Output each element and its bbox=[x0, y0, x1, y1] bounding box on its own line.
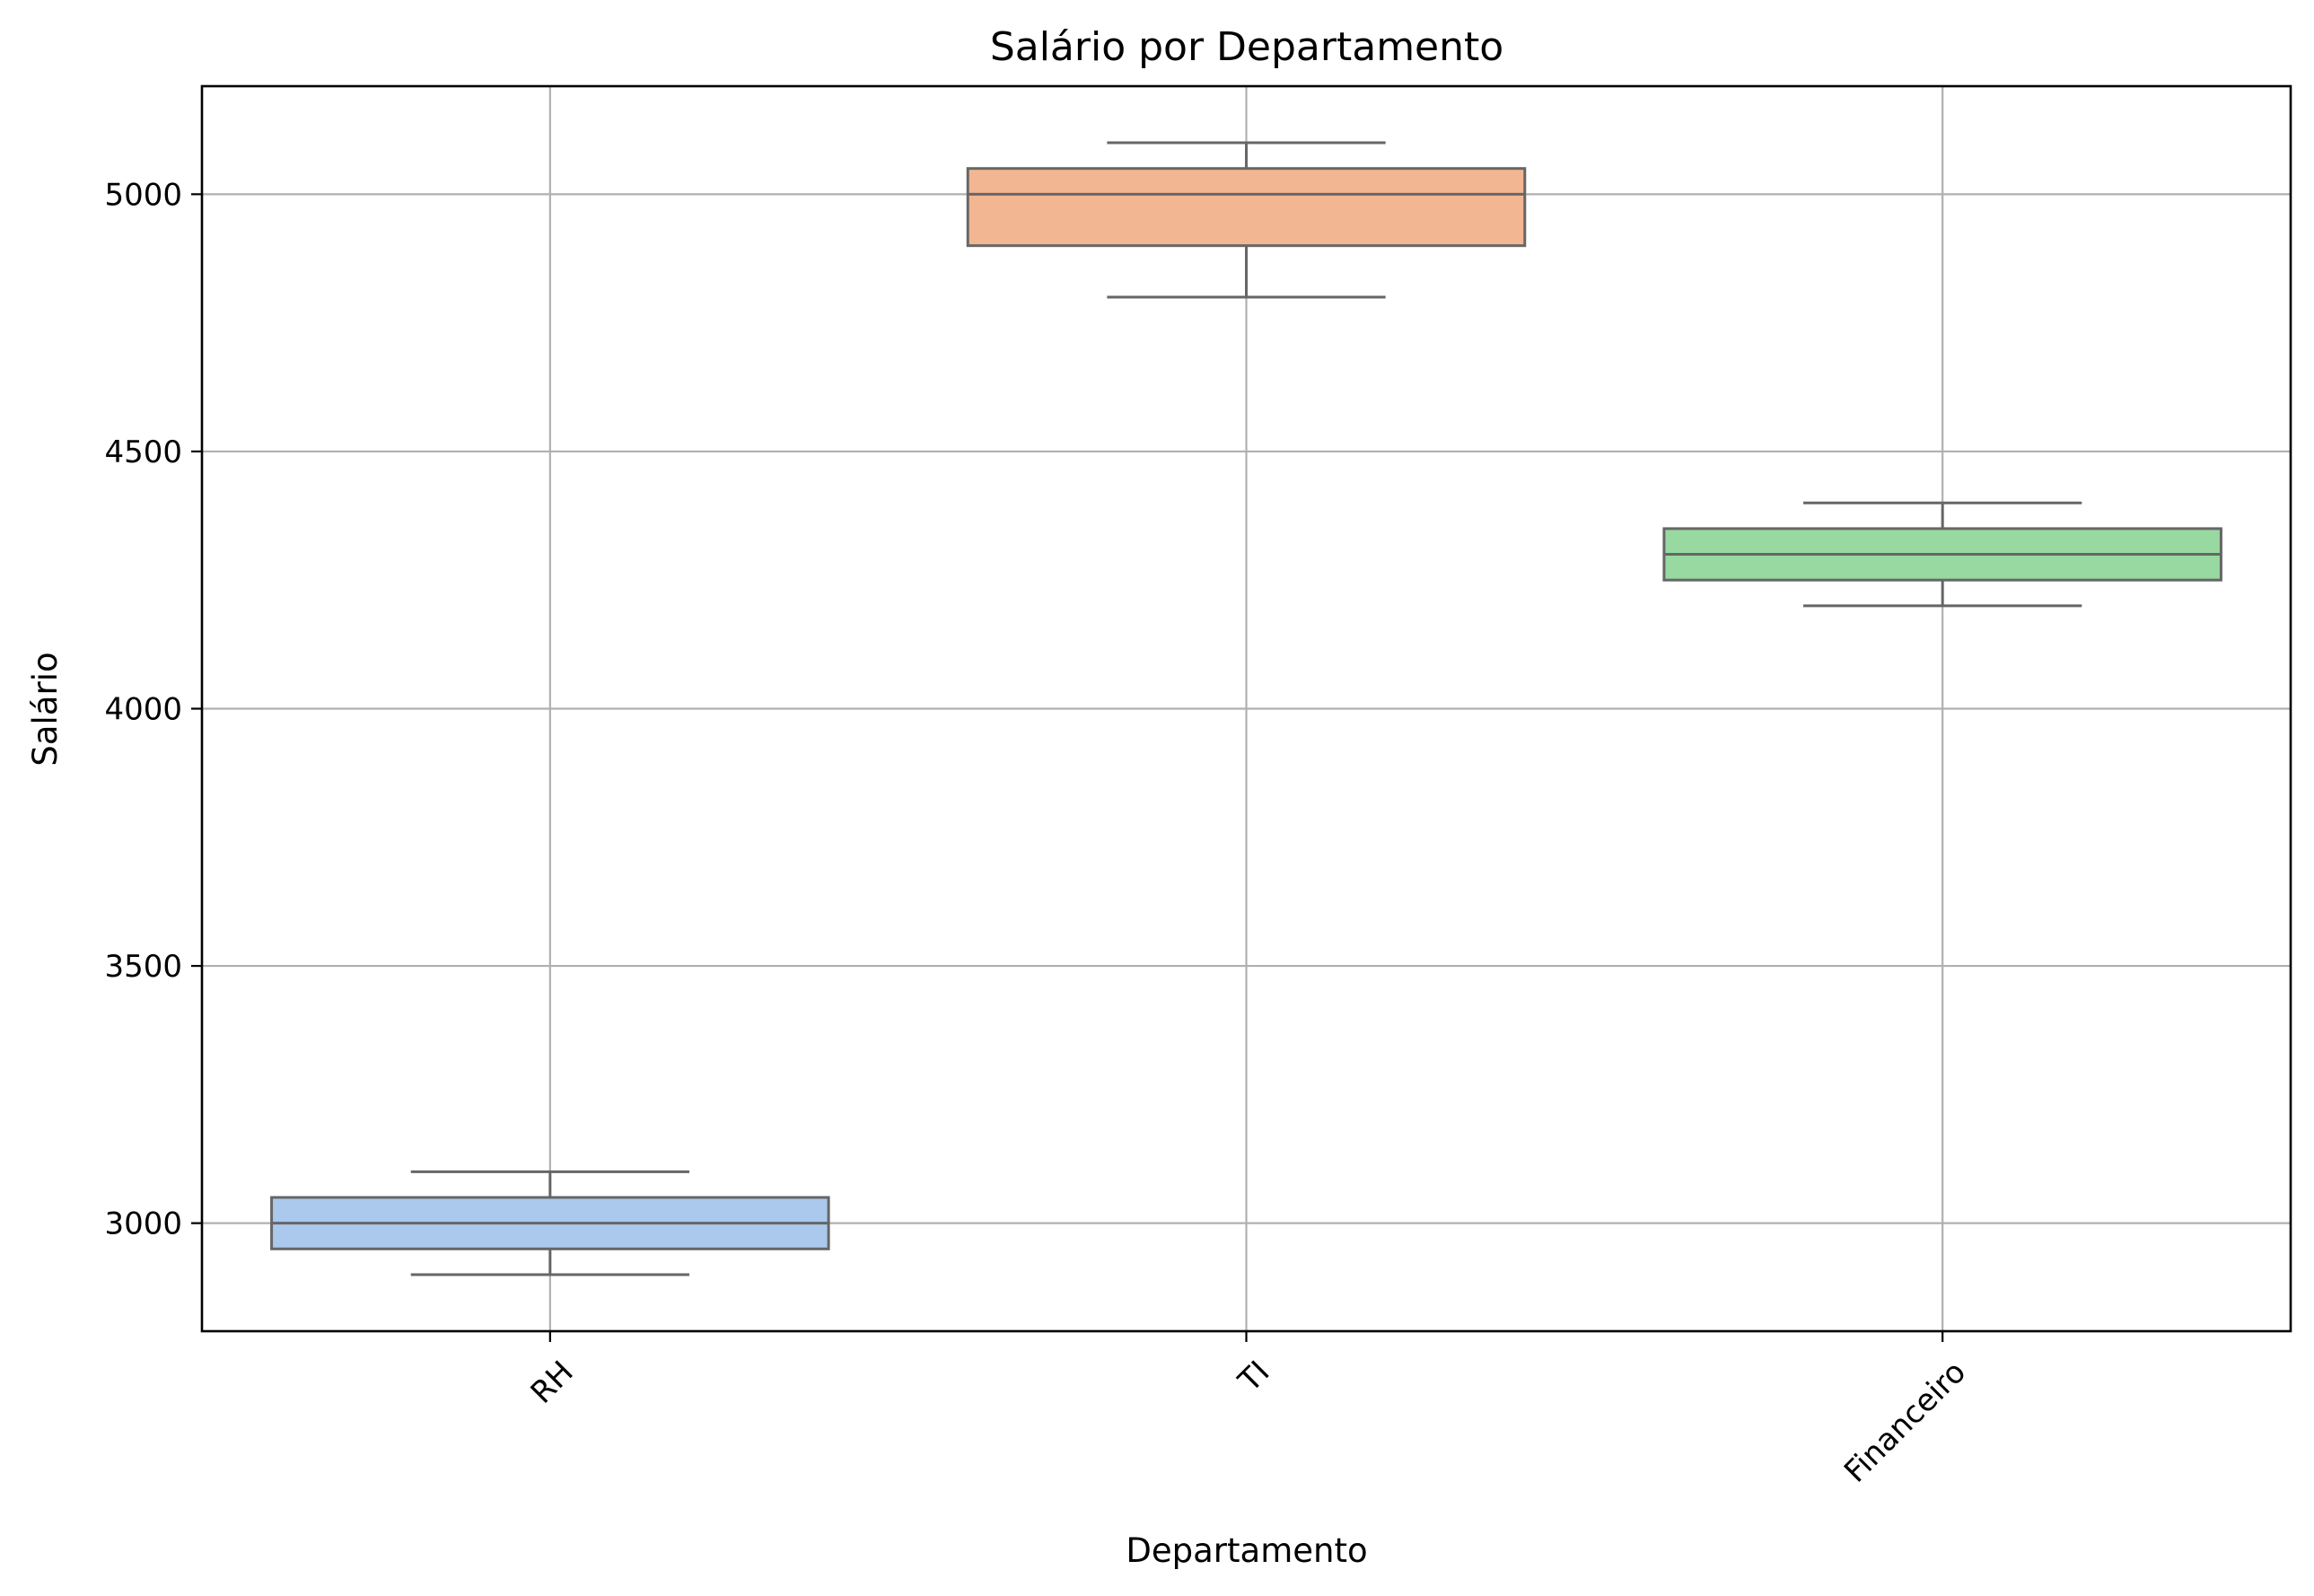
y-axis-label: Salário bbox=[26, 652, 65, 766]
x-tick-label: Financeiro bbox=[1837, 1355, 1973, 1490]
y-tick-label: 5000 bbox=[104, 177, 182, 213]
y-tick-label: 3500 bbox=[104, 949, 182, 985]
x-tick-label: RH bbox=[524, 1355, 581, 1411]
x-tick-label: TI bbox=[1232, 1355, 1277, 1400]
box-rh bbox=[270, 1170, 830, 1276]
box-financeiro bbox=[1662, 501, 2222, 608]
y-tick-label: 4000 bbox=[104, 692, 182, 728]
box-ti bbox=[966, 141, 1527, 299]
y-tick-label: 4500 bbox=[104, 434, 182, 470]
iqr-box bbox=[966, 167, 1527, 248]
x-axis-label: Departamento bbox=[1126, 1531, 1367, 1570]
chart-title: Salário por Departamento bbox=[990, 24, 1503, 70]
tick-layer: 3000 3500 4000 4500 5000 RH TI Financeiro bbox=[104, 177, 1973, 1489]
box-layer bbox=[270, 141, 2222, 1276]
y-tick-label: 3000 bbox=[104, 1206, 182, 1242]
